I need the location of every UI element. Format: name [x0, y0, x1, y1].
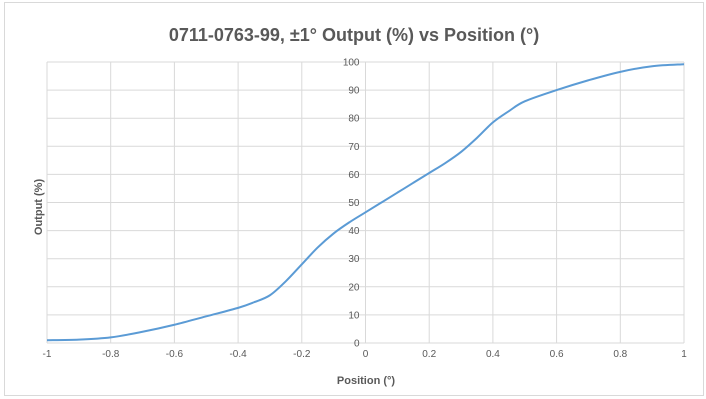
chart-frame: 0711-0763-99, ±1° Output (%) vs Position…	[4, 2, 704, 396]
y-tick-label: 30	[348, 254, 360, 265]
y-axis-title: Output (%)	[33, 179, 45, 236]
y-tick-label: 0	[354, 339, 360, 350]
x-tick-label: -0.8	[102, 349, 120, 360]
chart-title: 0711-0763-99, ±1° Output (%) vs Position…	[169, 25, 539, 45]
x-tick-label: 0	[363, 349, 369, 360]
y-tick-label: 80	[348, 114, 360, 125]
x-axis-title: Position (°)	[337, 375, 396, 387]
y-tick-label: 90	[348, 86, 360, 97]
y-tick-labels: 0 10 20 30 40 50 60 70 80 90 100	[343, 58, 360, 350]
horizontal-gridlines	[47, 61, 684, 344]
y-tick-label: 10	[348, 310, 360, 321]
y-tick-label: 100	[343, 58, 360, 69]
x-tick-label: 0.8	[613, 349, 627, 360]
x-tick-label: -0.2	[293, 349, 311, 360]
y-tick-label: 60	[348, 170, 360, 181]
x-tick-labels: -1 -0.8 -0.6 -0.4 -0.2 0 0.2 0.4 0.6 0.8 1	[43, 349, 688, 360]
x-tick-label: -0.6	[166, 349, 184, 360]
x-tick-label: 0.2	[422, 349, 436, 360]
y-tick-label: 50	[348, 198, 360, 209]
chart-svg: 0711-0763-99, ±1° Output (%) vs Position…	[33, 25, 688, 387]
x-tick-label: -0.4	[229, 349, 247, 360]
x-tick-label: -1	[43, 349, 52, 360]
x-tick-label: 0.6	[550, 349, 564, 360]
series-line	[46, 63, 685, 342]
x-tick-label: 0.4	[486, 349, 500, 360]
series-lines	[46, 63, 685, 342]
y-tick-label: 40	[348, 226, 360, 237]
y-tick-label: 20	[348, 282, 360, 293]
x-tick-label: 1	[681, 349, 687, 360]
y-tick-label: 70	[348, 142, 360, 153]
